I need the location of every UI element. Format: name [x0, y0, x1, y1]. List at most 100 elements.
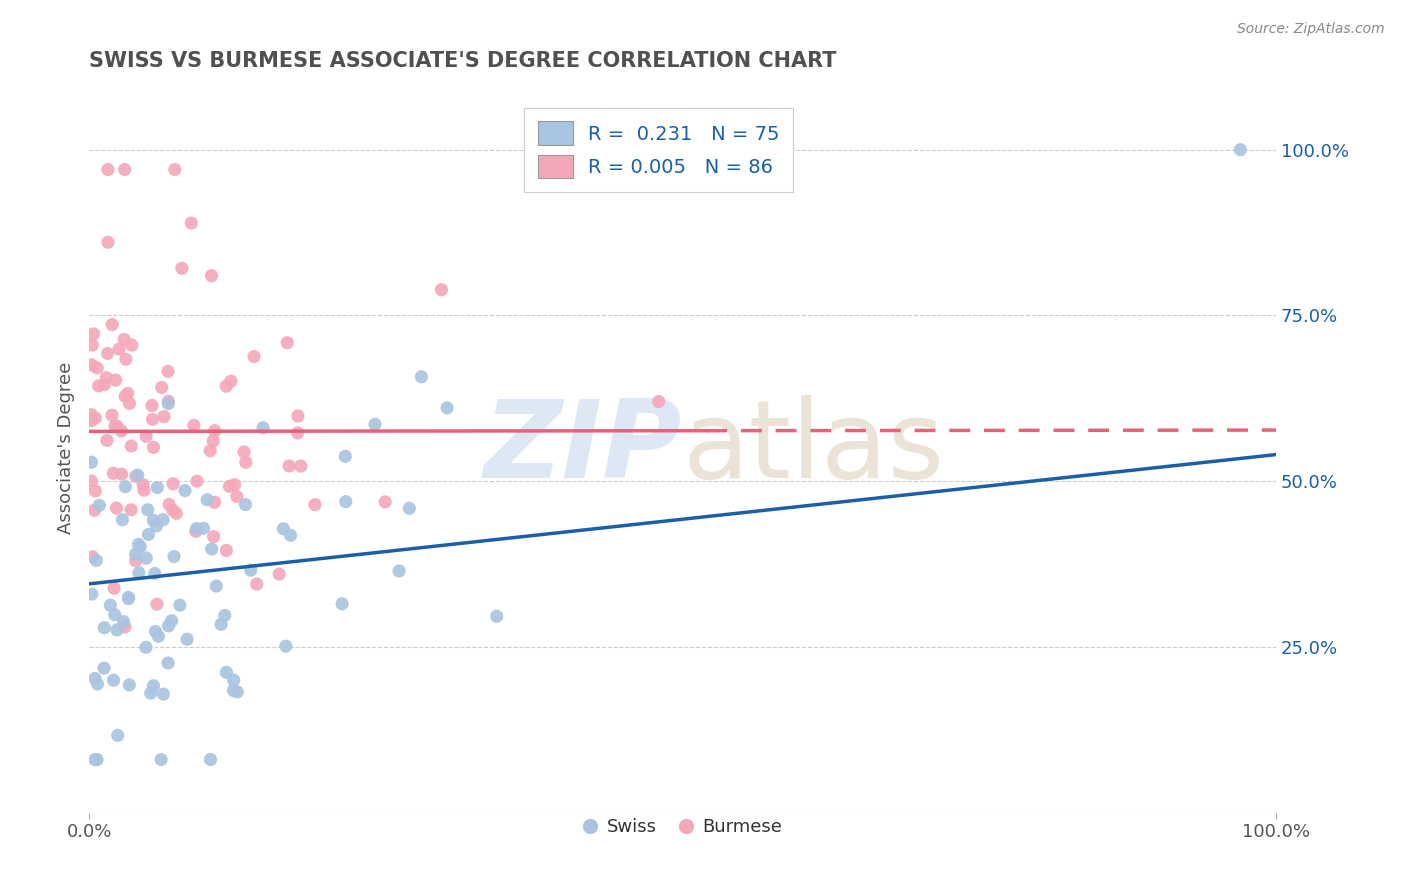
- Point: [174, 483, 197, 498]
- Point: [97, 235, 120, 250]
- Y-axis label: Associate's Degree: Associate's Degree: [58, 362, 75, 534]
- Point: [152, 513, 174, 527]
- Point: [204, 424, 226, 438]
- Point: [96, 434, 118, 448]
- Point: [222, 673, 245, 688]
- Point: [117, 591, 139, 605]
- Point: [114, 389, 136, 403]
- Point: [141, 399, 163, 413]
- Point: [117, 591, 139, 606]
- Point: [105, 501, 128, 516]
- Point: [269, 567, 291, 582]
- Point: [104, 419, 127, 434]
- Point: [162, 476, 184, 491]
- Point: [374, 495, 396, 509]
- Point: [152, 687, 174, 701]
- Point: [135, 640, 157, 655]
- Point: [243, 350, 266, 364]
- Point: [118, 678, 141, 692]
- Point: [93, 661, 115, 675]
- Point: [104, 373, 127, 387]
- Point: [97, 162, 120, 177]
- Point: [176, 632, 198, 647]
- Point: [276, 335, 298, 350]
- Point: [195, 492, 218, 507]
- Point: [112, 333, 135, 347]
- Point: [114, 162, 136, 177]
- Point: [180, 216, 202, 230]
- Point: [108, 342, 131, 356]
- Point: [215, 665, 238, 680]
- Point: [84, 752, 107, 766]
- Point: [142, 679, 165, 693]
- Point: [93, 377, 115, 392]
- Point: [118, 396, 141, 410]
- Point: [226, 685, 249, 699]
- Point: [114, 480, 136, 494]
- Point: [150, 380, 173, 394]
- Point: [335, 494, 357, 508]
- Point: [157, 619, 180, 633]
- Point: [163, 162, 186, 177]
- Point: [135, 429, 157, 443]
- Point: [127, 537, 149, 551]
- Point: [138, 527, 160, 541]
- Point: [84, 483, 107, 498]
- Point: [132, 477, 155, 491]
- Point: [142, 441, 165, 455]
- Point: [218, 479, 240, 493]
- Text: Source: ZipAtlas.com: Source: ZipAtlas.com: [1237, 22, 1385, 37]
- Point: [163, 549, 186, 564]
- Point: [330, 597, 353, 611]
- Point: [202, 434, 225, 448]
- Point: [80, 474, 103, 488]
- Point: [157, 397, 180, 411]
- Point: [214, 608, 236, 623]
- Point: [110, 467, 132, 482]
- Point: [142, 513, 165, 527]
- Point: [83, 503, 105, 517]
- Point: [162, 503, 184, 517]
- Point: [114, 620, 136, 634]
- Point: [411, 369, 433, 384]
- Point: [86, 553, 108, 567]
- Point: [136, 502, 159, 516]
- Point: [112, 615, 135, 629]
- Text: atlas: atlas: [682, 395, 945, 501]
- Point: [287, 425, 309, 440]
- Text: SWISS VS BURMESE ASSOCIATE'S DEGREE CORRELATION CHART: SWISS VS BURMESE ASSOCIATE'S DEGREE CORR…: [89, 51, 837, 70]
- Point: [202, 530, 225, 544]
- Point: [89, 499, 111, 513]
- Point: [215, 379, 238, 393]
- Point: [287, 409, 309, 423]
- Point: [103, 581, 125, 595]
- Point: [124, 547, 146, 561]
- Point: [157, 497, 180, 511]
- Point: [198, 443, 221, 458]
- Point: [120, 502, 142, 516]
- Point: [101, 409, 124, 423]
- Point: [110, 424, 132, 438]
- Point: [98, 598, 121, 612]
- Point: [84, 411, 107, 425]
- Point: [121, 338, 143, 352]
- Point: [157, 394, 180, 409]
- Point: [186, 522, 208, 536]
- Point: [239, 563, 262, 577]
- Point: [204, 495, 226, 509]
- Point: [82, 338, 104, 352]
- Point: [101, 318, 124, 332]
- Point: [107, 728, 129, 742]
- Point: [235, 455, 257, 469]
- Point: [205, 579, 228, 593]
- Point: [290, 459, 312, 474]
- Point: [87, 379, 110, 393]
- Point: [201, 542, 224, 557]
- Text: ZIP: ZIP: [484, 395, 682, 501]
- Point: [120, 439, 142, 453]
- Point: [82, 549, 104, 564]
- Point: [129, 540, 152, 554]
- Point: [186, 474, 208, 488]
- Point: [146, 481, 169, 495]
- Point: [398, 501, 420, 516]
